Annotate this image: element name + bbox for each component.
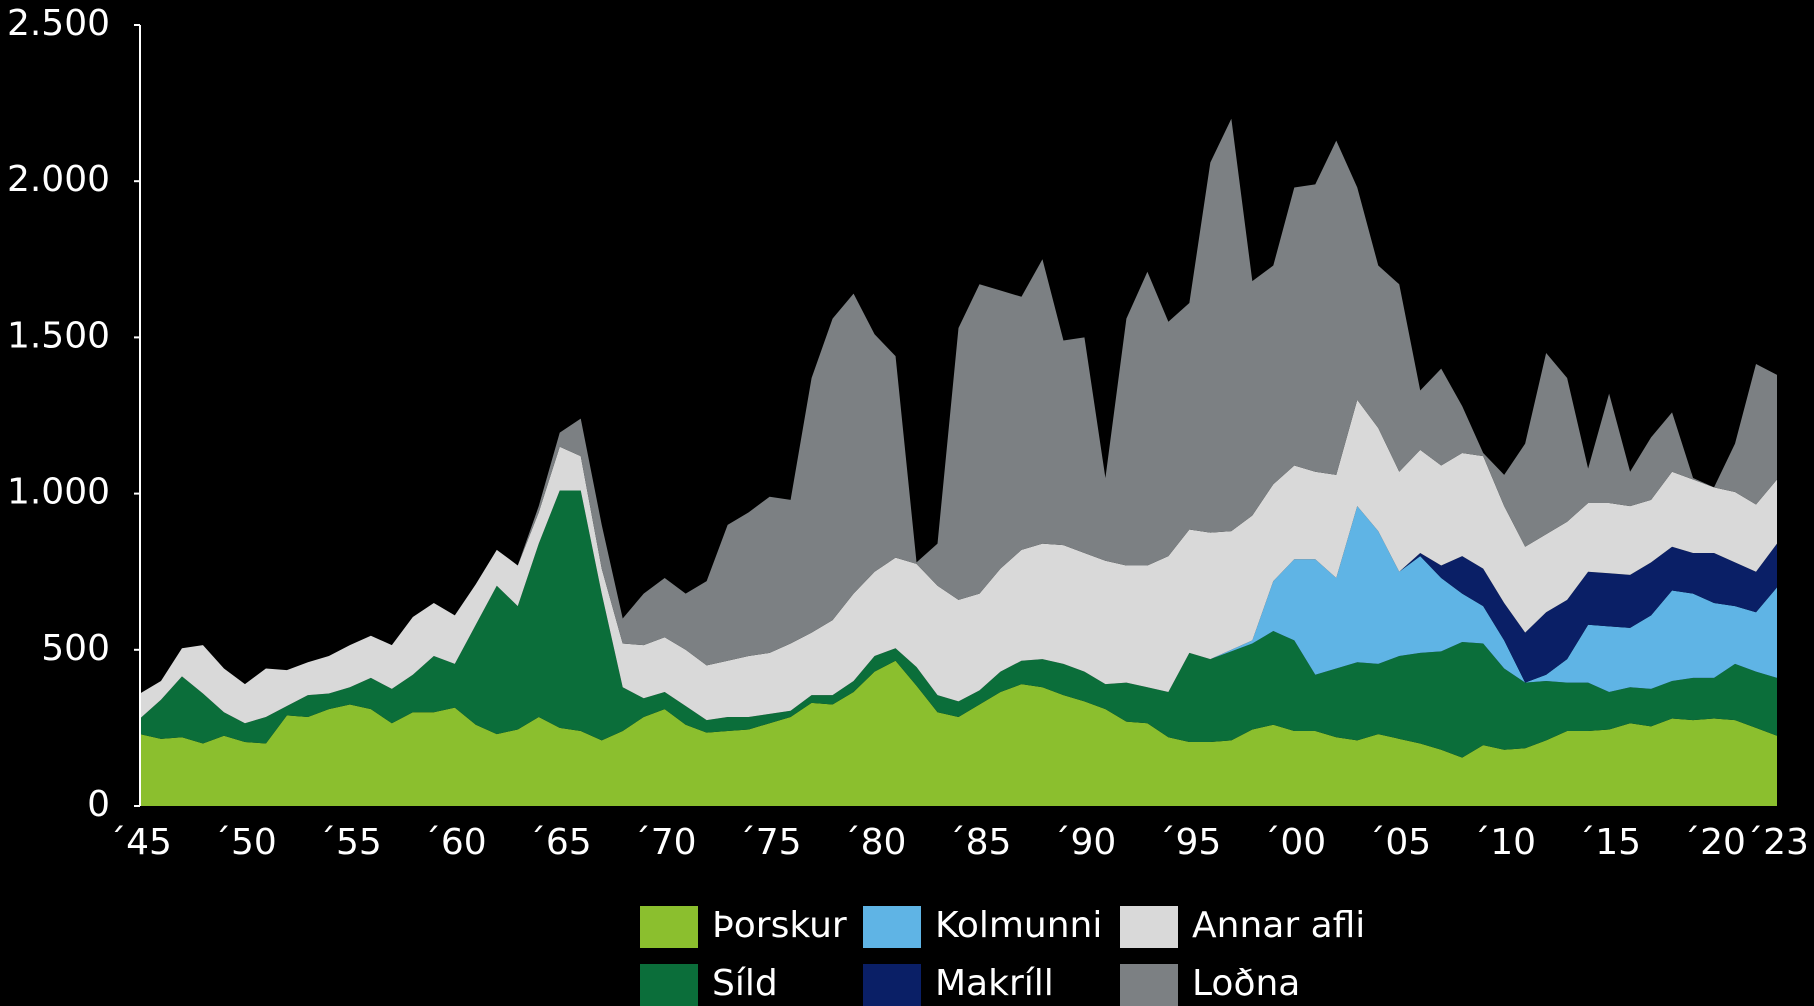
x-tick-label: ´23: [1745, 822, 1809, 863]
x-tick-label: ´10: [1472, 822, 1536, 863]
x-tick-label: ´05: [1367, 822, 1431, 863]
x-tick-label: ´60: [423, 822, 487, 863]
x-tick-label: ´70: [633, 822, 697, 863]
legend-label: Kolmunni: [935, 905, 1102, 946]
legend-label: Þorskur: [712, 905, 847, 946]
x-tick-label: ´00: [1262, 822, 1326, 863]
x-tick-label: ´55: [318, 822, 382, 863]
x-tick-label: ´75: [738, 822, 802, 863]
y-tick-label: 2.000: [7, 159, 110, 200]
y-tick-label: 1.000: [7, 472, 110, 513]
legend-swatch: [863, 964, 921, 1006]
y-tick-label: 2.500: [7, 3, 110, 44]
x-tick-label: ´80: [843, 822, 907, 863]
legend-label: Síld: [712, 963, 778, 1004]
legend-swatch: [640, 906, 698, 948]
area: [140, 490, 1777, 758]
legend-swatch: [863, 906, 921, 948]
area: [140, 399, 1777, 724]
x-tick-label: ´20: [1682, 822, 1746, 863]
x-tick-label: ´65: [528, 822, 592, 863]
x-tick-label: ´50: [213, 822, 277, 863]
y-tick-label: 0: [87, 784, 110, 825]
legend-swatch: [1120, 964, 1178, 1006]
legend-swatch: [1120, 906, 1178, 948]
area: [140, 118, 1777, 694]
legend-label: Makríll: [935, 963, 1054, 1004]
area: [140, 660, 1777, 806]
x-tick-label: ´45: [108, 822, 172, 863]
x-tick-label: ´15: [1577, 822, 1641, 863]
y-tick-label: 1.500: [7, 315, 110, 356]
legend-label: Loðna: [1192, 963, 1300, 1004]
legend-swatch: [640, 964, 698, 1006]
x-tick-label: ´90: [1053, 822, 1117, 863]
x-tick-label: ´85: [948, 822, 1012, 863]
x-tick-label: ´95: [1157, 822, 1221, 863]
area: [140, 490, 1777, 724]
y-tick-label: 500: [41, 628, 110, 669]
legend-label: Annar afli: [1192, 905, 1365, 946]
